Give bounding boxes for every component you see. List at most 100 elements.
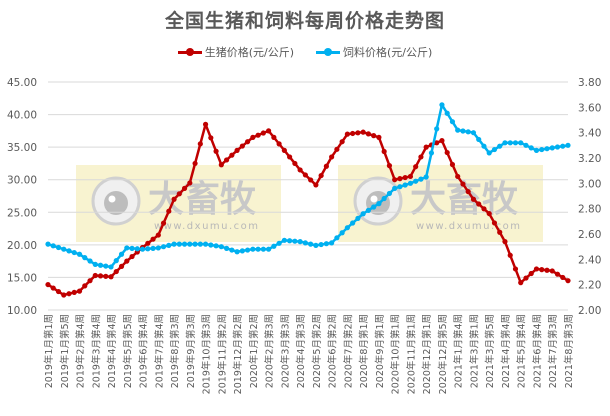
data-point[interactable] xyxy=(171,241,177,247)
data-point[interactable] xyxy=(50,243,56,249)
data-point[interactable] xyxy=(418,176,424,182)
data-point[interactable] xyxy=(486,210,492,217)
data-point[interactable] xyxy=(339,139,345,145)
data-point[interactable] xyxy=(439,138,445,144)
data-point[interactable] xyxy=(455,127,461,133)
data-point[interactable] xyxy=(339,230,345,236)
data-point[interactable] xyxy=(87,278,93,284)
data-point[interactable] xyxy=(281,147,287,153)
data-point[interactable] xyxy=(202,121,209,127)
data-point[interactable] xyxy=(124,258,130,264)
data-point[interactable] xyxy=(376,134,382,140)
data-point[interactable] xyxy=(218,244,224,250)
data-point[interactable] xyxy=(192,241,198,247)
data-point[interactable] xyxy=(139,246,146,252)
data-point[interactable] xyxy=(455,173,461,180)
data-point[interactable] xyxy=(407,173,414,180)
data-point[interactable] xyxy=(365,207,372,213)
data-point[interactable] xyxy=(260,130,266,136)
data-point[interactable] xyxy=(255,132,261,138)
data-point[interactable] xyxy=(145,240,151,246)
data-point[interactable] xyxy=(460,128,466,134)
data-point[interactable] xyxy=(229,247,235,253)
data-point[interactable] xyxy=(287,154,293,160)
data-point[interactable] xyxy=(371,204,377,210)
data-point[interactable] xyxy=(287,238,293,244)
data-point[interactable] xyxy=(528,270,534,277)
data-point[interactable] xyxy=(244,247,251,253)
data-point[interactable] xyxy=(113,268,119,275)
data-point[interactable] xyxy=(502,140,508,146)
data-point[interactable] xyxy=(397,184,403,190)
data-point[interactable] xyxy=(434,140,440,146)
data-point[interactable] xyxy=(155,245,161,251)
data-point[interactable] xyxy=(413,178,419,184)
data-point[interactable] xyxy=(92,272,98,279)
data-point[interactable] xyxy=(481,206,487,212)
data-point[interactable] xyxy=(234,147,240,153)
data-point[interactable] xyxy=(460,181,466,187)
data-point[interactable] xyxy=(386,190,393,197)
data-point[interactable] xyxy=(197,141,203,147)
data-point[interactable] xyxy=(350,220,356,226)
legend-item-feed[interactable]: 饲料价格(元/公斤) xyxy=(316,44,432,60)
data-point[interactable] xyxy=(160,244,167,250)
data-point[interactable] xyxy=(76,251,83,257)
data-point[interactable] xyxy=(150,236,156,242)
data-point[interactable] xyxy=(171,196,177,202)
data-point[interactable] xyxy=(45,241,51,247)
data-point[interactable] xyxy=(192,160,198,167)
data-point[interactable] xyxy=(491,146,498,153)
data-point[interactable] xyxy=(55,288,62,295)
data-point[interactable] xyxy=(292,160,298,167)
data-point[interactable] xyxy=(434,126,440,132)
data-point[interactable] xyxy=(449,161,456,168)
data-point[interactable] xyxy=(523,275,529,281)
data-point[interactable] xyxy=(103,263,109,269)
data-point[interactable] xyxy=(392,185,398,191)
data-point[interactable] xyxy=(497,229,503,235)
data-point[interactable] xyxy=(350,130,356,137)
data-point[interactable] xyxy=(549,268,555,274)
data-point[interactable] xyxy=(481,143,487,149)
data-point[interactable] xyxy=(255,246,261,252)
data-point[interactable] xyxy=(392,177,398,183)
data-point[interactable] xyxy=(281,237,287,243)
data-point[interactable] xyxy=(439,102,445,108)
data-point[interactable] xyxy=(271,134,277,140)
data-point[interactable] xyxy=(423,144,429,150)
data-point[interactable] xyxy=(418,154,424,160)
data-point[interactable] xyxy=(376,201,382,207)
data-point[interactable] xyxy=(229,152,235,158)
data-point[interactable] xyxy=(302,240,308,246)
data-point[interactable] xyxy=(202,241,209,247)
data-point[interactable] xyxy=(187,180,193,186)
data-point[interactable] xyxy=(250,134,256,140)
data-point[interactable] xyxy=(465,129,471,135)
data-point[interactable] xyxy=(397,176,403,182)
data-point[interactable] xyxy=(381,195,387,202)
data-point[interactable] xyxy=(260,246,266,252)
data-point[interactable] xyxy=(71,289,77,296)
data-point[interactable] xyxy=(528,145,534,151)
data-point[interactable] xyxy=(239,248,245,254)
data-point[interactable] xyxy=(71,249,77,256)
data-point[interactable] xyxy=(486,150,492,156)
data-point[interactable] xyxy=(124,245,130,251)
data-point[interactable] xyxy=(276,240,282,246)
data-point[interactable] xyxy=(45,281,51,288)
data-point[interactable] xyxy=(533,147,540,153)
data-point[interactable] xyxy=(239,143,245,149)
data-point[interactable] xyxy=(250,246,256,252)
data-point[interactable] xyxy=(187,241,193,247)
data-point[interactable] xyxy=(271,243,277,249)
data-point[interactable] xyxy=(176,241,182,247)
data-point[interactable] xyxy=(181,185,188,191)
data-point[interactable] xyxy=(61,292,67,298)
data-point[interactable] xyxy=(476,201,482,207)
data-point[interactable] xyxy=(323,163,329,169)
data-point[interactable] xyxy=(507,252,513,258)
data-point[interactable] xyxy=(365,131,372,137)
data-point[interactable] xyxy=(323,241,329,247)
data-point[interactable] xyxy=(244,139,251,145)
